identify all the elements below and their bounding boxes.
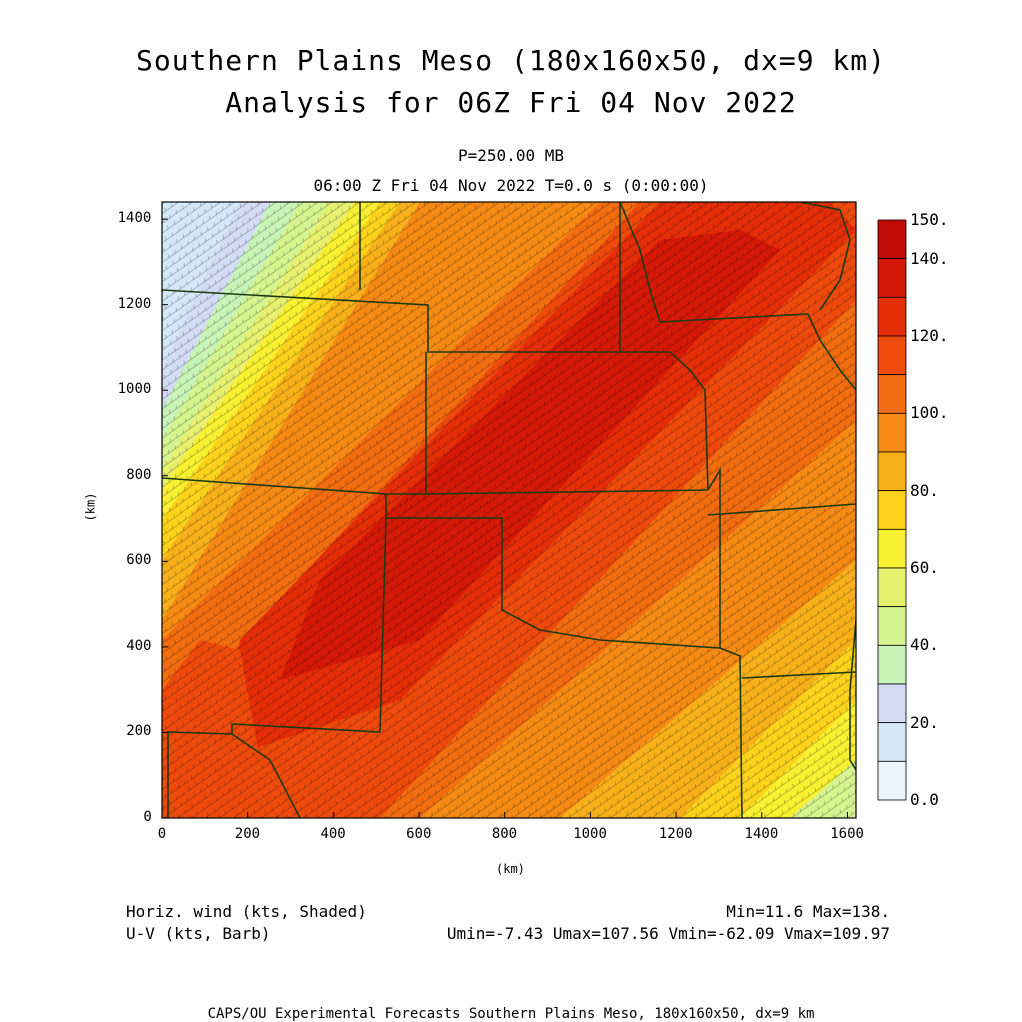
x-axis-label: (km) <box>496 862 525 876</box>
colorbar-label: 40. <box>910 635 939 655</box>
y-tick-label: 400 <box>126 637 152 654</box>
x-tick-label: 200 <box>234 826 261 842</box>
colorbar-swatch <box>877 722 907 762</box>
y-tick-label: 200 <box>126 723 152 740</box>
colorbar-swatch <box>877 296 907 337</box>
colorbar-swatch <box>877 258 907 298</box>
colorbar-swatch <box>877 219 907 260</box>
y-tick-label: 1400 <box>117 210 152 227</box>
colorbar-swatch <box>877 335 907 376</box>
colorbar-swatch <box>877 683 907 724</box>
colorbar-label: 60. <box>910 558 939 577</box>
colorbar-swatch <box>877 606 907 646</box>
y-axis-ticks <box>162 218 168 819</box>
colorbar-swatch <box>877 374 907 414</box>
x-tick-label: 400 <box>320 826 346 842</box>
colorbar-swatch <box>877 451 907 492</box>
colorbar-label: 100. <box>910 403 949 423</box>
plot-frame <box>161 201 857 819</box>
colorbar-swatch <box>877 412 907 453</box>
colorbar-swatch <box>877 528 907 569</box>
plot-title: Southern Plains Meso (180x160x50, dx=9 k… <box>135 44 886 77</box>
y-tick-label: 1200 <box>117 295 152 312</box>
state-boundaries <box>162 202 856 818</box>
x-axis-ticks <box>161 812 848 818</box>
colorbar-swatch <box>877 567 907 608</box>
y-tick-label: 0 <box>143 809 152 825</box>
x-tick-label: 1200 <box>658 826 693 842</box>
shaded-field <box>162 202 856 818</box>
x-tick-label: 0 <box>157 826 167 842</box>
y-tick-label: 800 <box>126 466 152 483</box>
colorbar-label: 0.0 <box>910 790 939 809</box>
x-tick-label: 1000 <box>573 826 607 842</box>
plot-subtitle: Analysis for 06Z Fri 04 Nov 2022 <box>225 86 797 119</box>
x-tick-label: 1600 <box>830 826 864 842</box>
y-axis-label: (km) <box>83 492 98 522</box>
pressure-level-label: P=250.00 MB <box>458 146 564 165</box>
colorbar-label: 120. <box>910 326 949 345</box>
min-max-stats: Min=11.6 Max=138. <box>726 902 890 921</box>
y-tick-label: 1000 <box>117 381 152 398</box>
colorbar-label: 80. <box>910 480 939 500</box>
vector-variable-label: U-V (kts, Barb) <box>126 924 271 943</box>
y-tick-label: 600 <box>126 552 152 569</box>
colorbar-label: 140. <box>910 248 949 268</box>
colorbar-label: 20. <box>910 712 939 732</box>
uv-stats: Umin=-7.43 Umax=107.56 Vmin=-62.09 Vmax=… <box>446 924 890 943</box>
colorbar-swatch <box>877 490 907 530</box>
colorbar-swatch <box>877 644 907 685</box>
colorbar-label: 150. <box>910 210 949 229</box>
x-tick-label: 800 <box>491 826 518 842</box>
colorbar <box>877 219 907 801</box>
x-tick-label: 600 <box>406 826 432 842</box>
valid-time-label: 06:00 Z Fri 04 Nov 2022 T=0.0 s (0:00:00… <box>313 176 709 195</box>
footer-credit: CAPS/OU Experimental Forecasts Southern … <box>207 1006 815 1022</box>
shaded-variable-label: Horiz. wind (kts, Shaded) <box>126 902 367 921</box>
colorbar-swatch <box>877 760 907 801</box>
x-tick-label: 1400 <box>744 826 779 842</box>
